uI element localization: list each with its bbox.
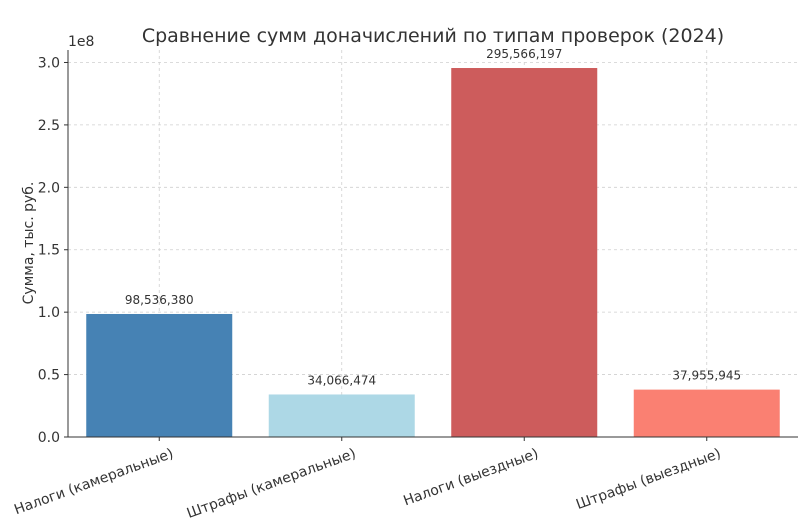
- x-tick-label: Штрафы (камеральные): [185, 446, 358, 522]
- bar-value-label: 295,566,197: [486, 47, 562, 61]
- y-tick-label: 2.0: [38, 180, 60, 196]
- bar-value-labels: 98,536,380 34,066,474 295,566,197 37,955,94…: [125, 47, 741, 387]
- bar: [268, 394, 415, 437]
- y-tick-label: 2.5: [38, 118, 60, 134]
- y-tick-label: 1.0: [38, 305, 60, 321]
- y-tick-label: 3.0: [38, 55, 60, 71]
- bar-value-label: 98,536,380: [125, 293, 194, 307]
- axes: [67, 50, 798, 438]
- y-tick-label: 0.0: [38, 430, 60, 446]
- y-axis-offset-label: 1e8: [68, 34, 94, 50]
- chart-title: Сравнение сумм доначислений по типам про…: [142, 25, 724, 47]
- x-ticks: Налоги (камеральные) Штрафы (камеральные)…: [12, 437, 723, 522]
- x-tick-label: Налоги (камеральные): [12, 446, 175, 519]
- y-axis-label: Сумма, тыс. руб.: [21, 182, 37, 305]
- x-tick-label: Налоги (выездные): [401, 446, 540, 510]
- bar: [451, 68, 598, 437]
- bar: [633, 389, 780, 437]
- y-tick-label: 0.5: [38, 368, 60, 384]
- y-ticks: 0.0 0.5 1.0 1.5 2.0 2.5 3.0: [38, 55, 68, 446]
- bars: [86, 68, 780, 437]
- bar-value-label: 34,066,474: [307, 373, 376, 387]
- bar-value-label: 37,955,945: [672, 369, 741, 383]
- x-tick-label: Штрафы (выездные): [574, 446, 723, 513]
- y-tick-label: 1.5: [38, 243, 60, 259]
- bar: [86, 313, 233, 437]
